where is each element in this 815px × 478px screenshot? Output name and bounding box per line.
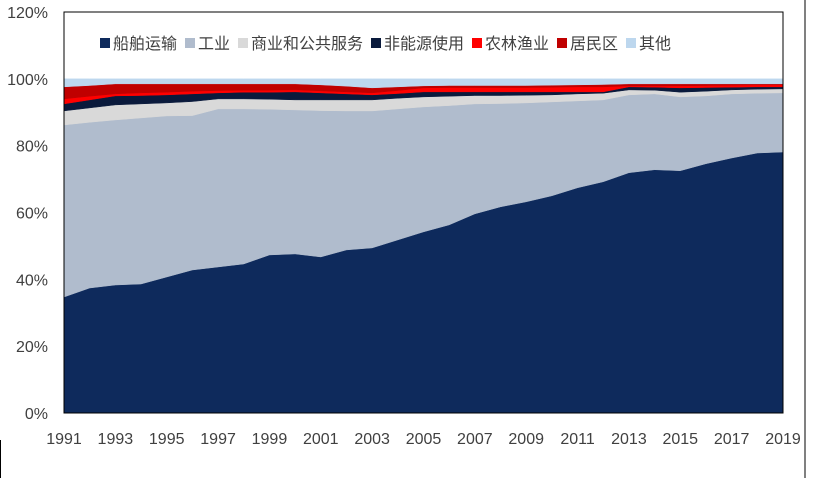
legend-swatch (371, 38, 381, 48)
legend-label: 工业 (198, 35, 230, 53)
legend-swatch (557, 38, 567, 48)
y-tick-label: 20% (16, 339, 48, 356)
y-tick-label: 60% (16, 206, 48, 223)
x-tick-label: 2009 (508, 431, 544, 448)
x-tick-label: 1995 (149, 431, 185, 448)
legend-label: 居民区 (570, 36, 618, 53)
legend-label: 商业和公共服务 (251, 35, 363, 53)
y-tick-label: 0% (25, 406, 48, 423)
legend-label: 船舶运输 (113, 35, 177, 53)
x-tick-label: 2005 (406, 431, 442, 448)
legend-swatch (100, 38, 110, 48)
x-tick-label: 2019 (765, 431, 801, 448)
y-tick-label: 100% (7, 72, 48, 89)
x-axis: 1991 1993 1995 1997 1999 2001 2003 2005 2007 2009… (46, 431, 801, 448)
x-tick-label: 2001 (303, 431, 339, 448)
areas (63, 78, 784, 414)
x-tick-label: 1993 (98, 431, 134, 448)
legend-label: 非能源使用 (384, 35, 464, 53)
legend-swatch (238, 38, 248, 48)
y-tick-label: 120% (7, 5, 48, 22)
legend-swatch (472, 38, 482, 48)
x-tick-label: 2007 (457, 431, 493, 448)
x-tick-label: 1991 (46, 431, 82, 448)
legend-label: 其他 (639, 35, 671, 53)
y-axis: 0% 20% 40% 60% 80% 100% 120% (7, 5, 48, 423)
x-tick-label: 2003 (354, 431, 390, 448)
x-tick-label: 2017 (714, 431, 750, 448)
x-tick-label: 2015 (662, 431, 698, 448)
plot-frame (63, 11, 784, 414)
x-tick-label: 1997 (200, 431, 236, 448)
x-tick-label: 2011 (560, 431, 595, 448)
x-tick-label: 1999 (252, 431, 288, 448)
legend-label: 农林渔业 (485, 35, 549, 53)
legend-swatch (626, 38, 636, 48)
x-tick-label: 2013 (611, 431, 647, 448)
y-tick-label: 40% (16, 272, 48, 289)
legend: 船舶运输 工业 商业和公共服务 非能源使用 农林渔业 居民区 其他 (100, 35, 671, 53)
legend-swatch (185, 38, 195, 48)
y-tick-label: 80% (16, 139, 48, 156)
